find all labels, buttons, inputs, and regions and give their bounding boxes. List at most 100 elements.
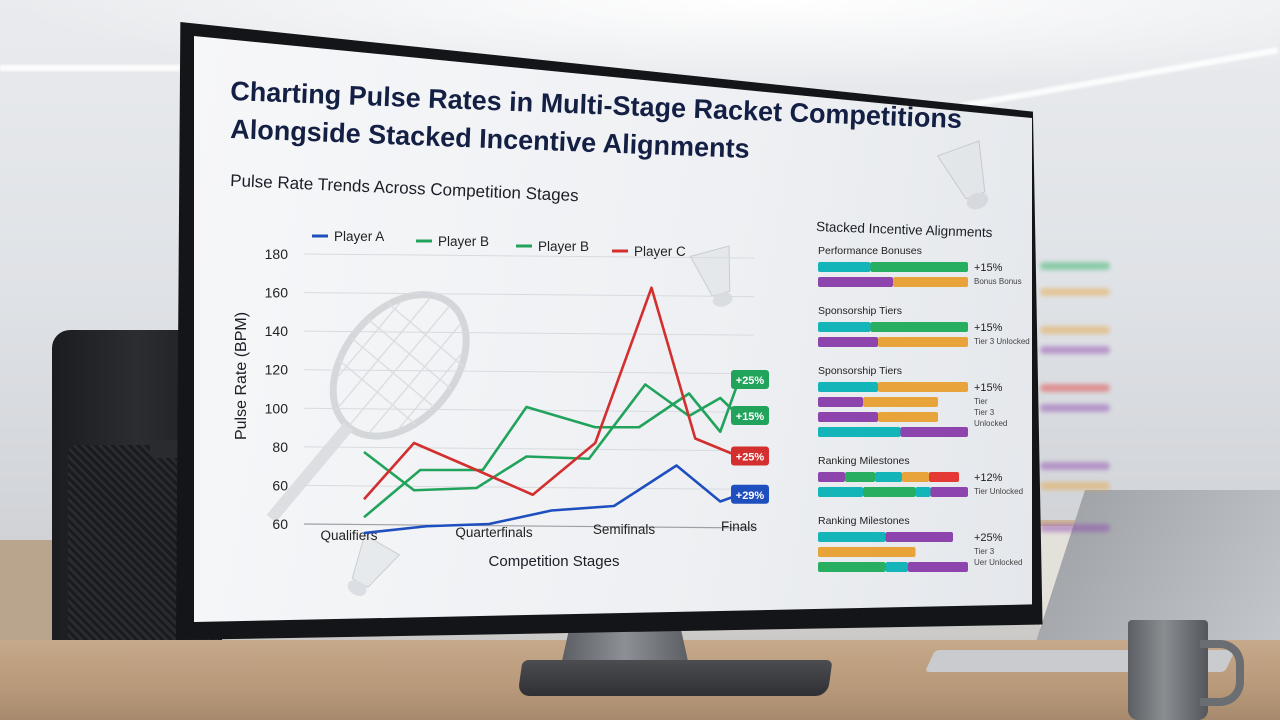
shuttlecock-icon — [347, 534, 401, 596]
bar-segment — [908, 562, 968, 572]
series-end-tag-label: +25% — [736, 375, 765, 387]
y-tick-label: 100 — [265, 400, 289, 416]
bar-segment — [818, 412, 878, 422]
x-tick-label: Quarterfinals — [455, 525, 533, 540]
y-tick-label: 80 — [272, 439, 288, 455]
series-end-tag-label: +15% — [736, 411, 765, 423]
legend-entry: Player C — [634, 244, 686, 259]
stacked-bar — [818, 562, 968, 572]
stacked-bar — [818, 547, 916, 557]
bar-segment — [818, 562, 886, 572]
bar-segment — [870, 322, 968, 332]
incentive-note: Tier 3 Unlocked — [974, 337, 1030, 346]
x-tick-label: Finals — [721, 519, 757, 534]
bar-segment — [885, 532, 953, 542]
stacked-bar — [818, 472, 959, 482]
series-end-tag-label: +25% — [736, 452, 765, 464]
bar-segment — [863, 397, 938, 407]
gridline — [303, 292, 755, 298]
bar-segment — [818, 547, 916, 557]
incentive-pct: +15% — [974, 382, 1003, 394]
incentive-pct: +12% — [974, 472, 1003, 484]
x-axis-title: Competition Stages — [489, 553, 620, 570]
bar-segment — [818, 277, 893, 287]
shuttlecock-icon — [936, 140, 989, 210]
bar-segment — [818, 487, 863, 497]
incentive-note: Tier — [974, 397, 988, 406]
incentive-note: Uer Unlocked — [974, 558, 1022, 567]
incentive-group-label: Performance Bonuses — [818, 245, 922, 257]
bar-segment — [870, 262, 968, 272]
bar-segment — [818, 397, 863, 407]
monitor-screen: Charting Pulse Rates in Multi-Stage Rack… — [194, 36, 1032, 622]
series-line — [363, 379, 741, 519]
bar-segment — [818, 337, 878, 347]
y-axis-title: Pulse Rate (BPM) — [233, 312, 250, 440]
stacked-bar — [818, 262, 968, 272]
series-line — [363, 383, 740, 492]
y-tick-label: 120 — [265, 362, 289, 378]
incentive-note: Tier 3 — [974, 547, 995, 556]
coffee-mug — [1128, 620, 1208, 720]
series-end-tag — [731, 370, 769, 389]
bar-segment — [875, 472, 902, 482]
incentive-panel: Performance Bonuses +15% Bonus Bonus Sponso… — [818, 245, 1030, 572]
stacked-bar — [818, 427, 968, 437]
y-tick-label: 140 — [265, 323, 289, 339]
incentive-note: Tier 3 — [974, 408, 995, 417]
incentive-group-label: Sponsorship Tiers — [818, 305, 902, 317]
legend-entry: Player B — [538, 239, 589, 254]
racket-icon — [266, 291, 470, 523]
y-tick-label: 180 — [265, 246, 289, 262]
incentive-note: Bonus Bonus — [974, 277, 1022, 286]
y-tick-label: 160 — [265, 285, 289, 301]
wall-light-strip-left — [0, 65, 180, 71]
bar-segment — [885, 562, 908, 572]
line-chart: 180 160 140 120 100 80 60 60 Qualifiers Quarterfi… — [233, 246, 769, 570]
bar-segment — [818, 262, 871, 272]
bar-segment — [818, 322, 871, 332]
screen-reflection-bars — [1040, 262, 1120, 542]
bar-segment — [818, 532, 886, 542]
legend-entry: Player A — [334, 229, 384, 244]
stacked-bar — [818, 277, 968, 287]
legend: Player A Player B Player B Player C — [312, 229, 686, 259]
bar-segment — [845, 472, 875, 482]
stacked-bar — [818, 532, 953, 542]
bar-segment — [818, 382, 878, 392]
incentive-pct: +15% — [974, 322, 1003, 334]
bar-segment — [902, 472, 929, 482]
series-end-tag — [731, 484, 769, 504]
series-end-tag — [731, 446, 769, 466]
stacked-bar — [818, 322, 968, 332]
incentive-group-label: Ranking Milestones — [818, 515, 910, 527]
legend-entry: Player B — [438, 234, 489, 249]
stacked-bar — [818, 412, 938, 422]
incentive-pct: +15% — [974, 262, 1003, 274]
stacked-bar — [818, 337, 968, 347]
series-end-tag-label: +29% — [736, 490, 765, 502]
incentives-title: Stacked Incentive Alignments — [816, 219, 993, 240]
incentive-group-label: Sponsorship Tiers — [818, 365, 902, 377]
series-line — [363, 464, 740, 535]
stacked-bar — [818, 397, 938, 407]
x-tick-label: Qualifiers — [320, 528, 377, 543]
incentive-pct: +25% — [974, 532, 1003, 544]
gridline — [303, 369, 755, 375]
bar-segment — [915, 487, 931, 497]
gridline — [303, 407, 755, 413]
monitor-stand-base — [517, 660, 833, 696]
gridline — [303, 253, 755, 259]
x-axis-line — [303, 523, 755, 529]
incentive-note: Tier Unlocked — [974, 487, 1023, 496]
incentive-note: Unlocked — [974, 419, 1007, 428]
gridline — [303, 446, 755, 452]
series-line — [363, 286, 740, 501]
bar-segment — [930, 487, 968, 497]
mug-handle — [1200, 640, 1244, 706]
bar-segment — [878, 337, 968, 347]
bar-segment — [929, 472, 959, 482]
stacked-bar — [818, 382, 968, 392]
shuttlecock-icon — [689, 245, 733, 307]
bar-segment — [893, 277, 968, 287]
